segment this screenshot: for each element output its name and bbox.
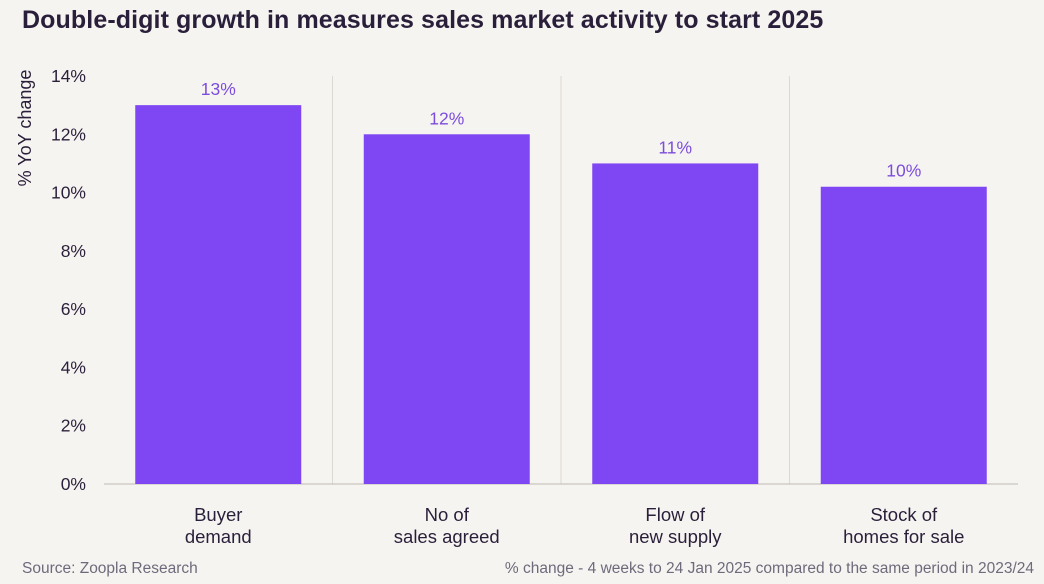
data-label: 10% xyxy=(886,161,921,181)
y-tick-label: 2% xyxy=(61,416,86,436)
period-note: % change - 4 weeks to 24 Jan 2025 compar… xyxy=(504,560,1034,577)
x-category-label: Stock of homes for sale xyxy=(843,504,964,547)
y-axis: 0% 2% 4% 6% 8% 10% 12% 14% % YoY change xyxy=(15,66,1018,494)
y-tick-label: 0% xyxy=(61,474,86,494)
x-category-label: No of sales agreed xyxy=(394,504,500,547)
bar xyxy=(135,105,302,485)
source-note: Source: Zoopla Research xyxy=(22,560,198,577)
y-tick-label: 10% xyxy=(51,183,86,203)
y-tick-label: 14% xyxy=(51,66,86,86)
category-separators xyxy=(332,76,790,484)
y-tick-label: 4% xyxy=(61,357,86,377)
bar xyxy=(820,186,987,484)
y-tick-label: 6% xyxy=(61,299,86,319)
bars xyxy=(135,105,987,485)
y-axis-title: % YoY change xyxy=(15,70,35,187)
y-tick-label: 8% xyxy=(61,241,86,261)
data-labels: 13% 12% 11% 10% xyxy=(201,79,922,181)
bar xyxy=(592,163,759,484)
chart-title: Double-digit growth in measures sales ma… xyxy=(22,6,824,34)
bar xyxy=(363,134,530,485)
x-category-label: Flow of new supply xyxy=(629,504,722,547)
data-label: 12% xyxy=(429,108,464,128)
data-label: 11% xyxy=(658,137,692,157)
x-category-label: Buyer demand xyxy=(185,504,252,547)
y-tick-label: 12% xyxy=(51,124,86,144)
data-label: 13% xyxy=(201,79,236,99)
x-axis-categories: Buyer demand No of sales agreed Flow of new s… xyxy=(185,504,965,547)
